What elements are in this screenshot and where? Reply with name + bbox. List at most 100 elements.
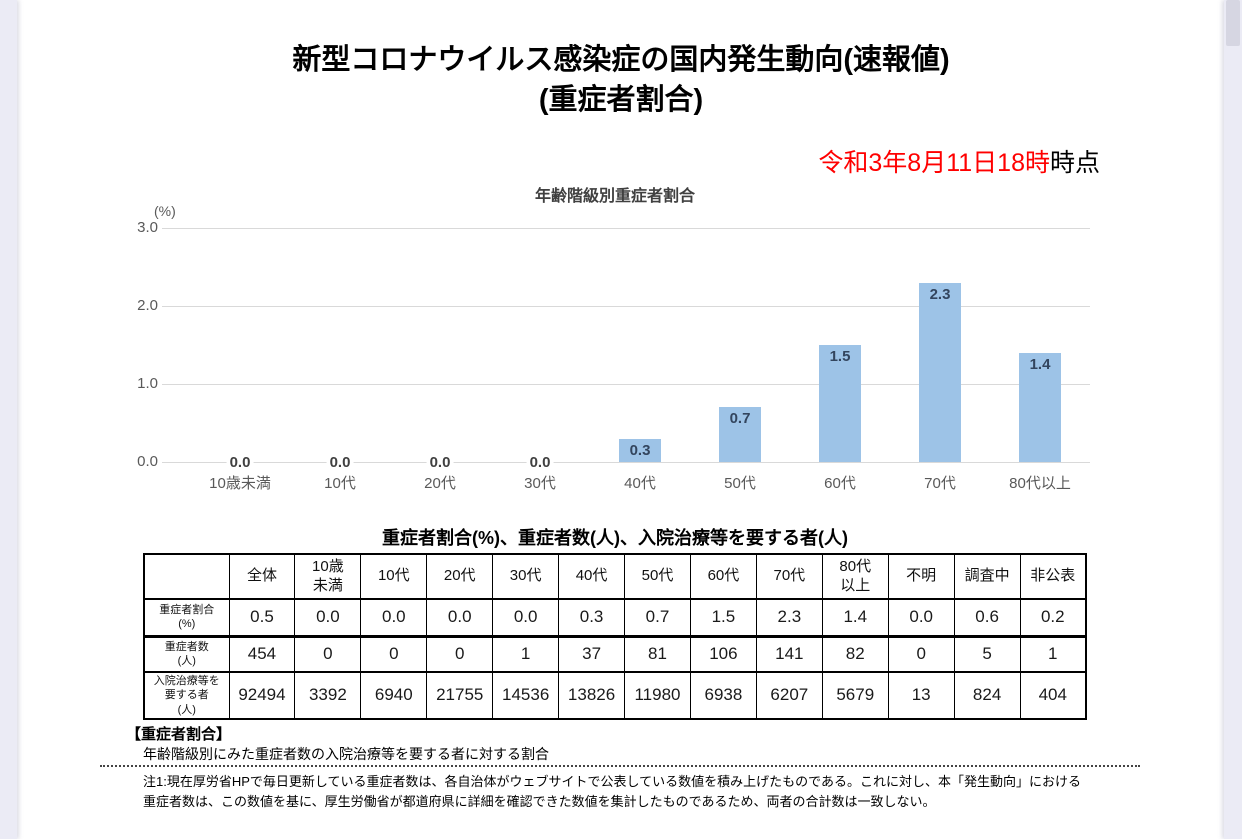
footnote: 注1:現在厚労省HPで毎日更新している重症者数は、各自治体がウェブサイトで公表し… — [143, 772, 1143, 812]
report-timestamp: 令和3年8月11日18時時点 — [818, 143, 1100, 179]
table-header-cell: 調査中 — [953, 553, 1021, 600]
bar-chart: 年齢階級別重症者割合 (%) 3.0 2.0 1.0 0.0 0.0 0.0 0.0 0.0 0… — [137, 182, 1090, 512]
table-cell: 106 — [689, 634, 757, 673]
footnote-line1: 注1:現在厚労省HPで毎日更新している重症者数は、各自治体がウェブサイトで公表し… — [143, 774, 1081, 789]
table-cell: 6207 — [755, 671, 823, 720]
table-row: 重症者数 (人) 454 0 0 0 1 37 81 106 141 82 0 5 1 — [143, 634, 1087, 673]
plot-area: 3.0 2.0 1.0 0.0 0.0 0.0 0.0 0.0 0.3 0.7 1.5 2.3 1.4 — [137, 219, 1090, 471]
table-cell: 404 — [1019, 671, 1087, 720]
table-cell: 3392 — [294, 671, 362, 720]
table-cell: 0.2 — [1019, 598, 1087, 637]
table-cell: 92494 — [228, 671, 296, 720]
table-header-cell: 40代 — [558, 553, 626, 600]
table-cell: 1 — [492, 634, 560, 673]
table-cell: 21755 — [426, 671, 494, 720]
table-cell: 1.4 — [821, 598, 889, 637]
table-header-cell: 70代 — [755, 553, 823, 600]
table-cell: 0 — [426, 634, 494, 673]
bar — [719, 407, 761, 462]
bar — [619, 438, 661, 462]
table-header-cell: 20代 — [426, 553, 494, 600]
table-cell: 5679 — [821, 671, 889, 720]
table-cell: 0.0 — [492, 598, 560, 637]
bar-value-label: 2.3 — [929, 285, 951, 303]
table-row: 重症者割合 (%) 0.5 0.0 0.0 0.0 0.0 0.3 0.7 1.5 2.3 1.4 0… — [143, 598, 1087, 637]
legend-heading: 【重症者割合】 — [126, 726, 232, 743]
table-cell: 454 — [228, 634, 296, 673]
table-header-cell: 50代 — [624, 553, 691, 600]
bar-value-label: 0.0 — [426, 454, 454, 471]
bar-group: 0.7 — [690, 228, 790, 462]
table-header-cell: 非公表 — [1019, 553, 1087, 600]
bar — [819, 345, 861, 462]
footnote-line2: 重症者数は、この数値を基に、厚生労働省が都道府県に詳細を確認できた数値を集計した… — [143, 794, 936, 810]
gridline — [162, 228, 1090, 229]
table-header-cell: 60代 — [689, 553, 757, 600]
scrollbar-thumb[interactable] — [1226, 0, 1240, 46]
table-header-cell: 10代 — [360, 553, 428, 600]
data-table: 全体 10歳 未満 10代 20代 30代 40代 50代 60代 70代 80代 以上 不明 調査中… — [143, 553, 1087, 720]
table-cell: 5 — [953, 634, 1021, 673]
table-row-label: 入院治療等を 要する者 (人) — [143, 671, 230, 720]
x-axis-label: 30代 — [524, 475, 556, 492]
table-cell: 6940 — [360, 671, 428, 720]
x-axis-label: 10代 — [324, 475, 356, 492]
gridline — [162, 384, 1090, 385]
table-cell: 0 — [887, 634, 955, 673]
bar-group: 0.0 — [390, 228, 490, 471]
table-row-label: 重症者割合 (%) — [143, 598, 230, 637]
table-cell: 0.6 — [953, 598, 1021, 637]
table-header-cell: 10歳 未満 — [294, 553, 362, 600]
report-date-suffix: 時点 — [1049, 149, 1100, 177]
x-axis-labels: 10歳未満 10代 20代 30代 40代 50代 60代 70代 80代以上 — [190, 472, 1090, 493]
table-header-cell: 不明 — [887, 553, 955, 600]
bar-group: 0.0 — [490, 228, 590, 471]
chart-title: 年齢階級別重症者割合 — [534, 188, 695, 205]
gridline — [162, 306, 1090, 307]
table-cell: 0.3 — [558, 598, 626, 637]
table-cell: 141 — [755, 634, 823, 673]
bar-group: 0.3 — [590, 228, 690, 462]
bar-value-label: 0.0 — [226, 454, 254, 471]
y-axis-unit-label: (%) — [154, 203, 176, 219]
bar-group: 2.3 — [890, 228, 990, 462]
bar-value-label: 1.4 — [1029, 355, 1051, 373]
table-cell: 0 — [294, 634, 362, 673]
table-row-label: 重症者数 (人) — [143, 634, 230, 673]
bar-value-label: 0.7 — [729, 410, 751, 428]
table-cell: 0.0 — [887, 598, 955, 637]
x-axis-label: 10歳未満 — [209, 475, 271, 492]
bar-value-label: 1.5 — [829, 348, 851, 365]
gridline — [162, 462, 1090, 463]
table-header-cell — [143, 553, 230, 600]
table-header-cell: 80代 以上 — [821, 553, 889, 600]
page-title-line2: (重症者割合) — [538, 84, 704, 117]
dotted-divider — [100, 765, 1140, 767]
table-cell: 0 — [360, 634, 428, 673]
y-axis-tick-label: 3.0 — [137, 219, 158, 236]
y-axis-tick-label: 1.0 — [137, 375, 158, 392]
x-axis-label: 60代 — [824, 475, 856, 492]
x-axis-label: 40代 — [624, 475, 656, 492]
bar-value-label: 0.0 — [326, 454, 354, 471]
legend-description: 年齢階級別にみた重症者数の入院治療等を要する者に対する割合 — [143, 746, 549, 762]
x-axis-label: 20代 — [424, 475, 456, 492]
scrollbar-track[interactable] — [1224, 0, 1242, 839]
report-date: 令和3年8月11日18時 — [818, 149, 1050, 177]
table-cell: 82 — [821, 634, 889, 673]
table-cell: 0.0 — [360, 598, 428, 637]
x-axis-label: 70代 — [924, 475, 956, 492]
bar-value-label: 0.3 — [629, 441, 651, 459]
table-cell: 6938 — [689, 671, 757, 720]
y-axis-tick-label: 0.0 — [137, 453, 158, 470]
table-cell: 0.5 — [228, 598, 296, 637]
y-axis-tick-label: 2.0 — [137, 297, 158, 314]
table-title: 重症者割合(%)、重症者数(人)、入院治療等を要する者(人) — [382, 528, 848, 548]
table-cell: 824 — [953, 671, 1021, 720]
bars-container: 0.0 0.0 0.0 0.0 0.3 0.7 1.5 2.3 1.4 — [190, 228, 1090, 471]
bar-group: 1.5 — [790, 228, 890, 462]
bar — [1019, 352, 1061, 462]
page-title-line1: 新型コロナウイルス感染症の国内発生動向(速報値) — [292, 44, 950, 76]
bar-value-label: 0.0 — [526, 454, 554, 471]
